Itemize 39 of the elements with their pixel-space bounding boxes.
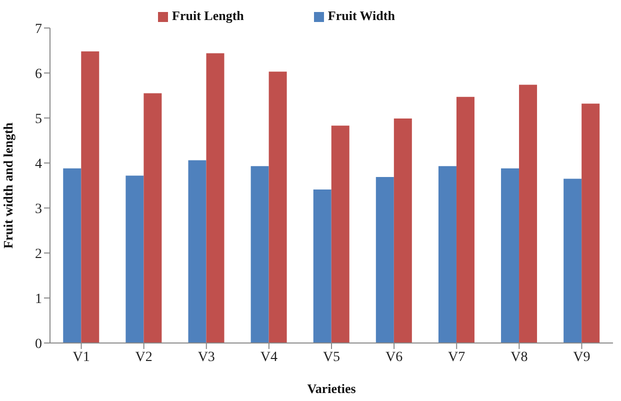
bar xyxy=(126,176,144,343)
bar xyxy=(438,166,456,343)
y-axis-title: Fruit width and length xyxy=(0,122,16,249)
bar xyxy=(313,190,332,343)
y-tick-label: 0 xyxy=(35,336,42,352)
y-tick-label: 5 xyxy=(35,112,42,127)
y-tick-label: 6 xyxy=(35,66,42,82)
bar xyxy=(268,72,287,343)
bar xyxy=(376,176,394,343)
bar xyxy=(582,104,600,343)
legend-label: Fruit Width xyxy=(328,8,395,23)
y-tick-label: 1 xyxy=(35,292,42,307)
y-tick-label: 4 xyxy=(35,156,42,172)
x-tick-label: V9 xyxy=(573,350,590,365)
bar xyxy=(206,53,224,343)
y-tick-label: 2 xyxy=(35,246,42,262)
y-tick-label: 7 xyxy=(35,22,42,37)
x-axis-title: Varieties xyxy=(307,381,356,396)
x-tick-label: V8 xyxy=(510,350,528,365)
x-tick-label: V4 xyxy=(260,350,278,365)
legend-label: Fruit Length xyxy=(172,8,244,23)
x-tick-label: V6 xyxy=(385,350,403,365)
x-tick-label: V3 xyxy=(198,350,215,365)
bar xyxy=(188,160,206,343)
bar xyxy=(144,93,162,343)
x-tick-label: V1 xyxy=(72,350,90,365)
bar xyxy=(331,126,350,343)
x-tick-label: V5 xyxy=(322,350,340,365)
bar xyxy=(63,168,82,343)
bar xyxy=(501,168,520,343)
x-tick-label: V7 xyxy=(448,350,466,365)
y-tick-label: 3 xyxy=(35,202,42,217)
bar xyxy=(394,118,412,343)
x-tick-label: V2 xyxy=(135,350,152,365)
bar xyxy=(456,96,474,343)
bar xyxy=(250,166,269,343)
bar xyxy=(564,178,582,343)
bar xyxy=(519,84,538,343)
bar xyxy=(81,51,100,343)
